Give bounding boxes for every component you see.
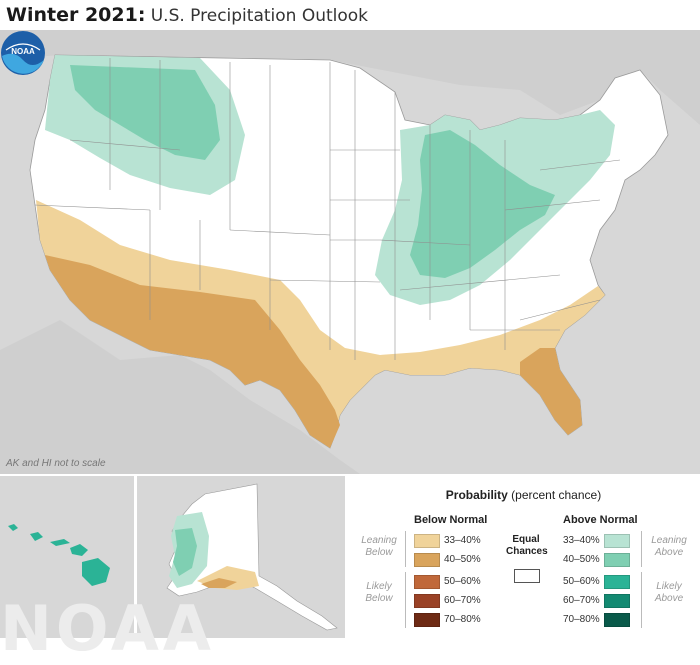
legend-above-swatch xyxy=(603,552,630,567)
leaning-below-line2: Below xyxy=(365,547,393,558)
mexico-land xyxy=(0,320,360,474)
below-40-50-southeast xyxy=(520,348,582,435)
above-40-50-east xyxy=(410,130,555,278)
page-title: Winter 2021: U.S. Precipitation Outlook xyxy=(6,4,368,27)
legend-below-label: 60–70% xyxy=(444,595,481,607)
legend-above-row: 40–50% xyxy=(563,551,630,567)
alaska-below-core xyxy=(201,578,237,588)
equal-chances-label: Equal Chances xyxy=(506,534,548,558)
canada-land xyxy=(0,30,700,125)
hawaii-inset-svg xyxy=(8,524,110,586)
above-40-50-northwest xyxy=(70,65,220,160)
legend-above-label: 33–40% xyxy=(563,535,600,547)
legend-below-row: 40–50% xyxy=(414,551,481,567)
legend-above-label: 70–80% xyxy=(563,614,600,626)
legend-above-row: 70–80% xyxy=(563,611,630,627)
legend-below-row: 50–60% xyxy=(414,573,481,589)
likely-below-line1: Likely xyxy=(366,581,392,592)
hawaii-island-oahu xyxy=(30,532,43,541)
likely-below-line2: Below xyxy=(365,593,393,604)
legend-above-swatch xyxy=(603,593,630,608)
leaning-above-line1: Leaning xyxy=(651,535,687,546)
likely-above-line1: Likely xyxy=(656,581,682,592)
equal-chances-line1: Equal xyxy=(512,534,540,545)
legend-above-row: 50–60% xyxy=(563,573,630,589)
alaska-inset-svg xyxy=(166,483,338,631)
hawaii-island-molokai xyxy=(50,539,70,546)
legend-below-swatch xyxy=(414,593,440,608)
hawaii-island-kauai xyxy=(8,524,18,531)
legend-below-row: 33–40% xyxy=(414,532,481,548)
noaa-logo-icon: NOAA xyxy=(1,31,45,75)
leaning-below-label: Leaning Below xyxy=(359,535,399,559)
equal-chances-swatch xyxy=(514,569,540,583)
likely-above-label: Likely Above xyxy=(647,581,691,605)
likely-above-bracket xyxy=(641,572,642,628)
legend-below-label: 50–60% xyxy=(444,576,481,588)
legend-below-row: 60–70% xyxy=(414,592,481,608)
conus-map: AK and HI not to scale NOAA xyxy=(0,30,700,474)
legend-below-swatch xyxy=(414,533,440,548)
equal-chances-line2: Chances xyxy=(506,546,548,557)
leaning-above-line2: Above xyxy=(654,547,684,558)
leaning-above-bracket xyxy=(641,531,642,567)
legend-below-swatch xyxy=(414,574,440,589)
title-subtitle: U.S. Precipitation Outlook xyxy=(150,6,369,26)
likely-below-bracket xyxy=(405,572,406,628)
below-normal-header: Below Normal xyxy=(414,514,488,526)
below-33-40-region xyxy=(36,200,605,448)
legend-above-swatch xyxy=(603,574,630,589)
legend-above-label: 60–70% xyxy=(563,595,600,607)
legend-below-swatch xyxy=(414,612,440,627)
alaska-above-core xyxy=(173,528,197,576)
legend: Probability (percent chance) Below Norma… xyxy=(347,476,700,638)
legend-above-row: 33–40% xyxy=(563,532,630,548)
legend-below-label: 70–80% xyxy=(444,614,481,626)
legend-above-label: 50–60% xyxy=(563,576,600,588)
legend-below-label: 33–40% xyxy=(444,535,481,547)
hawaii-inset xyxy=(0,476,134,638)
above-normal-header: Above Normal xyxy=(563,514,638,526)
legend-title: Probability (percent chance) xyxy=(347,488,700,502)
legend-above-swatch xyxy=(603,612,630,627)
noaa-watermark: NOAA xyxy=(0,592,215,665)
below-40-50-region xyxy=(45,255,340,448)
alaska-inset xyxy=(137,476,345,638)
state-borders xyxy=(34,58,621,360)
legend-below-row: 70–80% xyxy=(414,611,481,627)
leaning-below-bracket xyxy=(405,531,406,567)
legend-below-swatch xyxy=(414,552,440,567)
hawaii-island-maui xyxy=(70,544,88,556)
leaning-above-label: Leaning Above xyxy=(647,535,691,559)
likely-above-line2: Above xyxy=(654,593,684,604)
legend-below-label: 40–50% xyxy=(444,554,481,566)
legend-title-rest: (percent chance) xyxy=(511,488,602,502)
leaning-below-line1: Leaning xyxy=(361,535,397,546)
noaa-logo-text: NOAA xyxy=(11,47,35,56)
legend-above-label: 40–50% xyxy=(563,554,600,566)
legend-above-row: 60–70% xyxy=(563,592,630,608)
title-bold: Winter 2021: xyxy=(6,4,146,26)
likely-below-label: Likely Below xyxy=(359,581,399,605)
legend-above-swatch xyxy=(603,533,630,548)
conus-map-svg xyxy=(0,30,700,474)
hawaii-island-big xyxy=(82,558,110,586)
scale-note: AK and HI not to scale xyxy=(6,458,106,469)
legend-title-bold: Probability xyxy=(445,488,508,502)
